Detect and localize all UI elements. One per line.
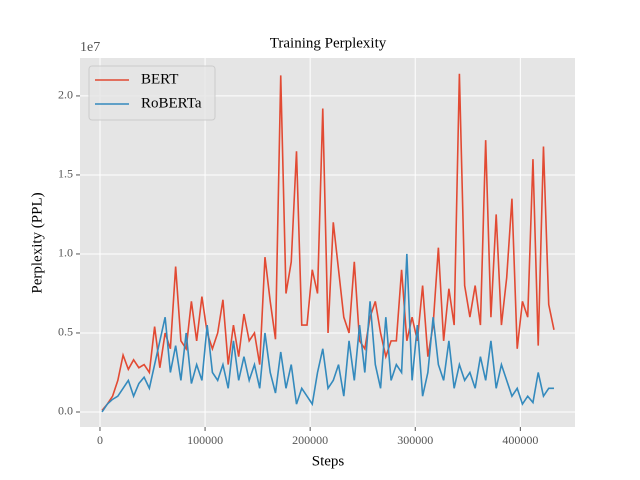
- x-tick-label: 300000: [397, 433, 433, 447]
- y-tick-label: 1.5: [58, 167, 73, 181]
- x-tick-label: 200000: [292, 433, 328, 447]
- grid: [80, 58, 575, 427]
- x-axis-label: Steps: [312, 453, 345, 469]
- y-tick-label: 2.0: [58, 88, 73, 102]
- legend: BERT RoBERTa: [88, 65, 216, 121]
- y-axis-label: Perplexity (PPL): [29, 192, 45, 293]
- x-tick-label: 100000: [187, 433, 223, 447]
- x-tick-label: 400000: [502, 433, 538, 447]
- y-tick-label: 1.0: [58, 246, 73, 260]
- y-offset-text: 1e7: [80, 40, 100, 55]
- line-series: [101, 73, 555, 411]
- legend-label: RoBERTa: [141, 95, 202, 111]
- x-tick-label: 0: [97, 433, 103, 447]
- lines: [101, 73, 555, 413]
- y-tick-label: 0.5: [58, 325, 73, 339]
- line-series: [101, 253, 554, 413]
- y-tick-label: 0.0: [58, 404, 73, 418]
- legend-label: BERT: [141, 71, 178, 87]
- chart-title: Training Perplexity: [270, 35, 387, 51]
